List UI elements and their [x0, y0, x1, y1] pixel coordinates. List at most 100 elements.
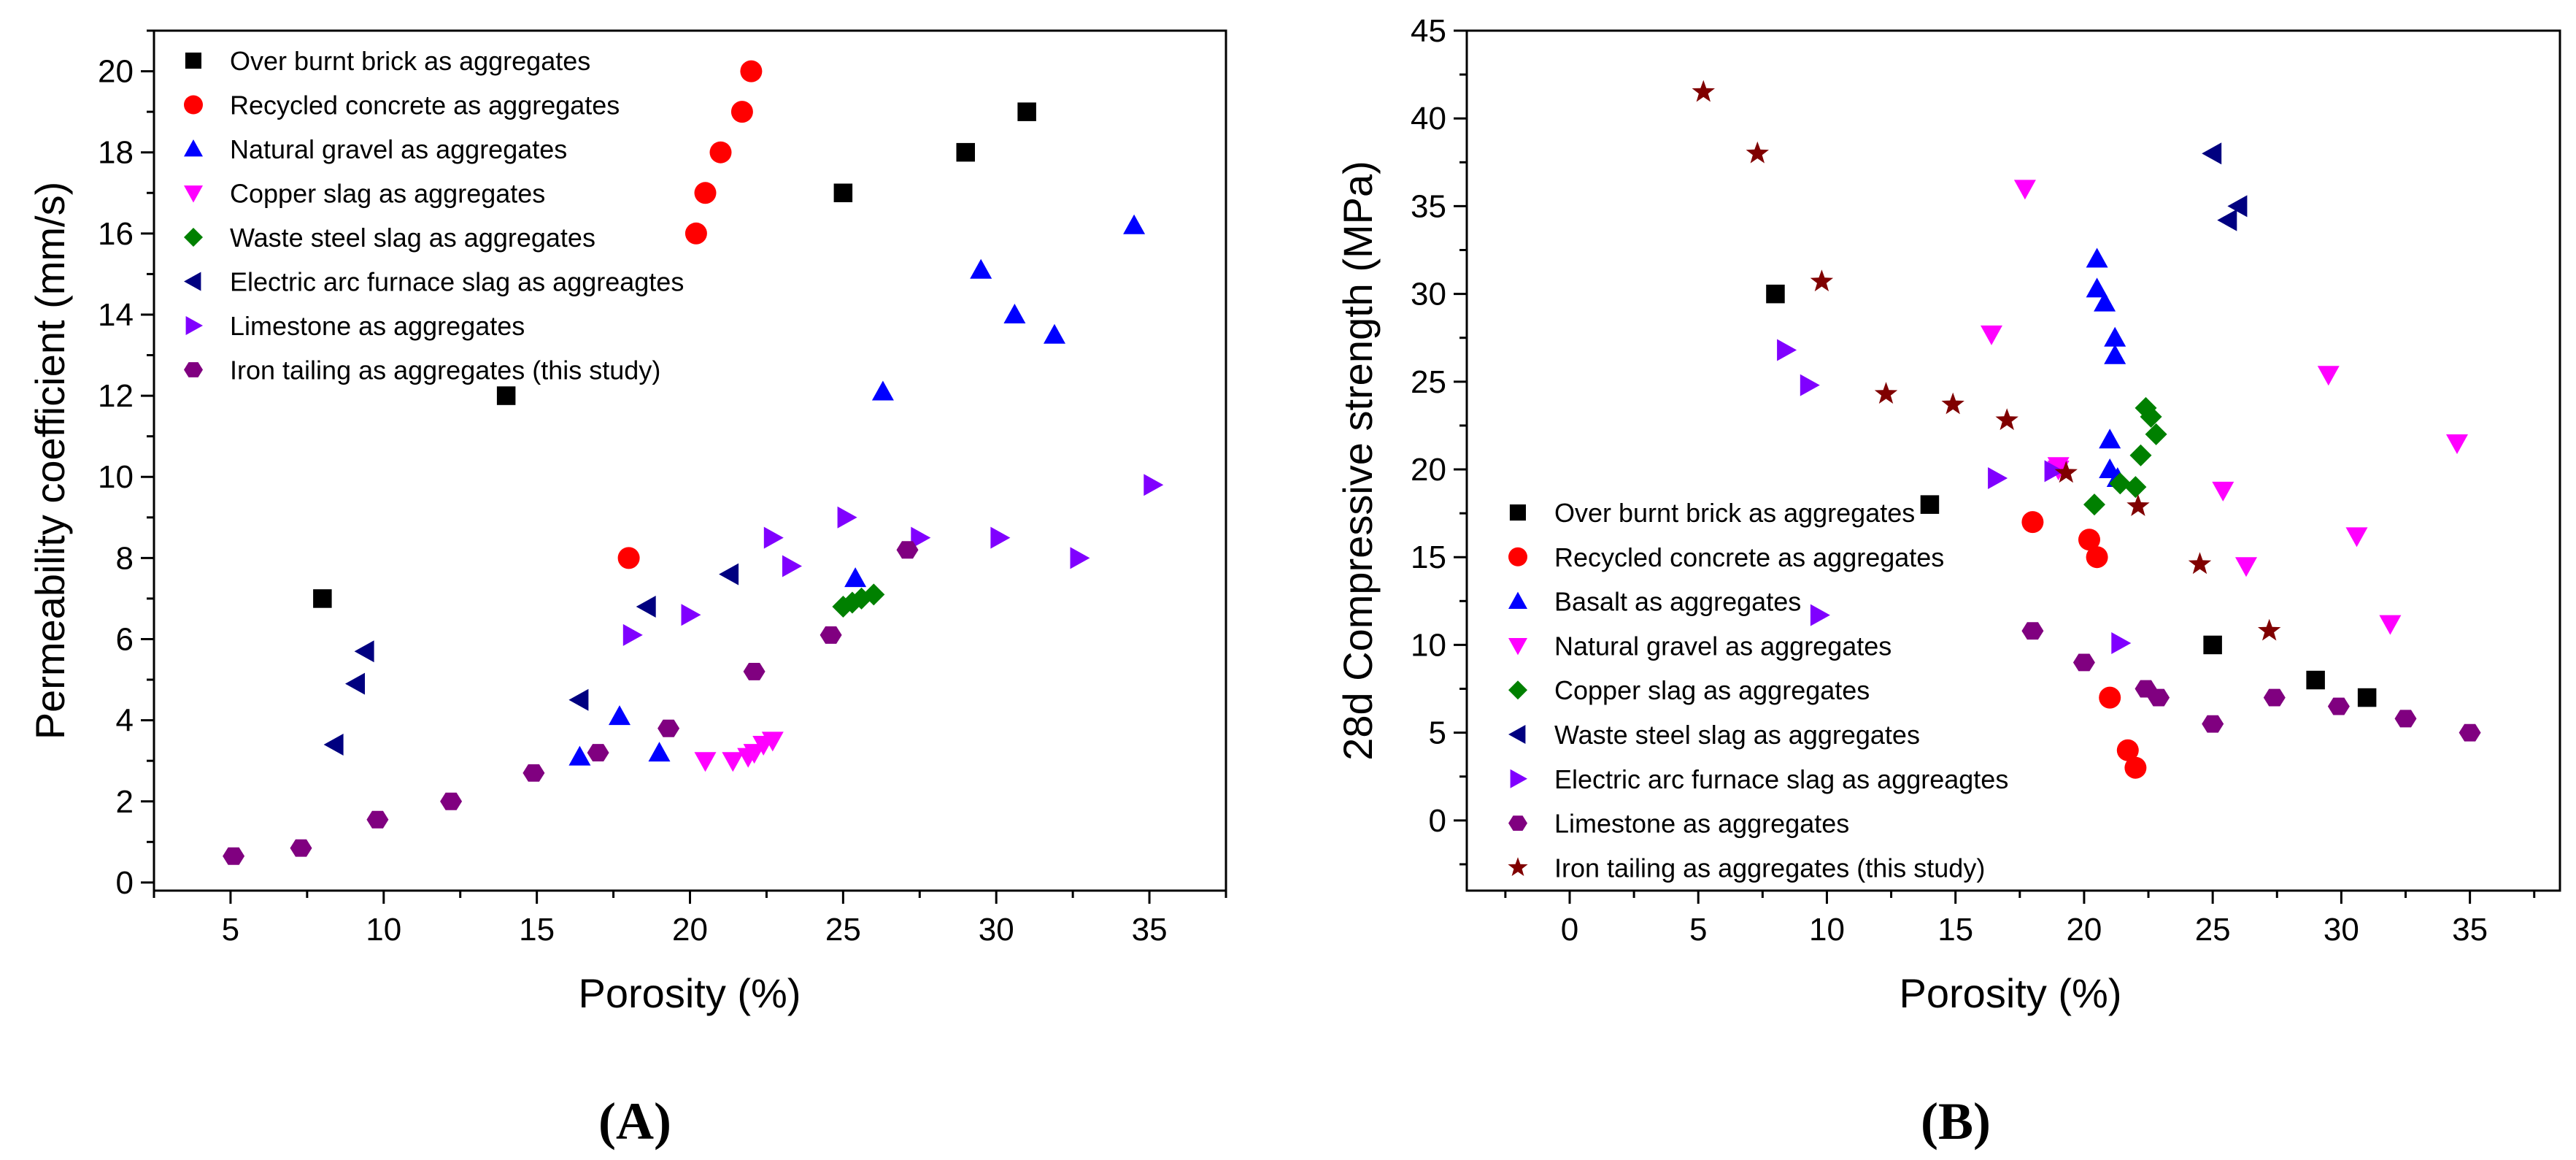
x-tick-label-a: 10: [366, 912, 401, 948]
x-tick-label-b: 30: [2324, 912, 2359, 948]
data-marks-a: [223, 60, 1164, 865]
data-point-copper-slag-as-aggregates: [2083, 493, 2105, 516]
data-point-over-burnt-brick-as-aggregates: [1766, 284, 1785, 304]
data-point-electric-arc-furnace-slag-as-aggreagtes: [719, 563, 739, 585]
data-point-over-burnt-brick-as-aggregates: [313, 589, 332, 608]
legend-label-waste-steel-slag-as-aggregates: Waste steel slag as aggregates: [1554, 720, 1920, 750]
data-point-iron-tailing-as-aggregates-this-study: [896, 541, 919, 559]
y-tick-label-b: 15: [1411, 539, 1446, 575]
data-point-natural-gravel-as-aggregates: [1123, 214, 1146, 234]
data-point-iron-tailing-as-aggregates-this-study: [2258, 618, 2281, 641]
x-tick-label-a: 30: [979, 912, 1014, 948]
data-point-recycled-concrete-as-aggregates: [2078, 529, 2100, 551]
data-point-limestone-as-aggregates: [622, 623, 643, 646]
data-point-copper-slag-as-aggregates: [2129, 444, 2152, 466]
data-point-electric-arc-furnace-slag-as-aggreagtes: [2044, 460, 2064, 483]
y-tick-label-a: 8: [116, 540, 134, 576]
legend-marker-recycled-concrete-as-aggregates: [184, 95, 203, 115]
data-point-recycled-concrete-as-aggregates: [694, 182, 717, 204]
data-point-natural-gravel-as-aggregates: [2212, 481, 2234, 502]
x-tick-label-a: 5: [222, 912, 239, 948]
data-point-recycled-concrete-as-aggregates: [709, 141, 732, 164]
data-point-limestone-as-aggregates: [990, 526, 1011, 549]
data-point-limestone-as-aggregates: [2459, 723, 2481, 742]
data-point-limestone-as-aggregates: [2263, 688, 2286, 707]
legend-marker-limestone-as-aggregates: [185, 316, 203, 335]
data-point-over-burnt-brick-as-aggregates: [956, 142, 975, 162]
x-tick-label-b: 25: [2195, 912, 2231, 948]
legend-marker-electric-arc-furnace-slag-as-aggreagtes: [184, 272, 201, 291]
legend-marker-natural-gravel-as-aggregates: [184, 139, 203, 157]
legend-label-copper-slag-as-aggregates: Copper slag as aggregates: [1554, 675, 1870, 705]
panel-label-a: (A): [598, 1092, 671, 1151]
data-point-basalt-as-aggregates: [2104, 344, 2126, 364]
data-point-recycled-concrete-as-aggregates: [685, 222, 707, 245]
data-point-electric-arc-furnace-slag-as-aggreagtes: [1988, 467, 2008, 489]
data-point-waste-steel-slag-as-aggregates: [863, 583, 885, 606]
data-point-over-burnt-brick-as-aggregates: [2203, 635, 2222, 655]
x-tick-label-a: 25: [825, 912, 861, 948]
data-point-limestone-as-aggregates: [2148, 688, 2170, 707]
data-point-natural-gravel-as-aggregates: [648, 742, 671, 762]
y-tick-label-a: 4: [116, 703, 134, 739]
legend-b: Over burnt brick as aggregates Recycled c…: [1508, 498, 2008, 883]
data-point-limestone-as-aggregates: [2202, 715, 2224, 733]
data-point-natural-gravel-as-aggregates: [970, 258, 992, 279]
data-point-copper-slag-as-aggregates: [743, 744, 766, 764]
data-point-over-burnt-brick-as-aggregates: [1017, 102, 1036, 121]
axis-ticks-a: 5 10 15 20 25 30 35 0 2 4 6 8 10 12 14 16 18 20: [98, 29, 1227, 948]
legend-marker-natural-gravel-as-aggregates: [1508, 638, 1527, 656]
legend-marker-waste-steel-slag-as-aggregates: [184, 228, 203, 247]
legend-label-over-burnt-brick-as-aggregates: Over burnt brick as aggregates: [230, 46, 590, 76]
legend-marker-over-burnt-brick-as-aggregates: [185, 53, 201, 69]
data-point-limestone-as-aggregates: [2021, 622, 2044, 640]
legend-label-iron-tailing-as-aggregates-this-study: Iron tailing as aggregates (this study): [1554, 853, 1985, 883]
legend-marker-recycled-concrete-as-aggregates: [1508, 547, 1527, 566]
y-tick-label-a: 20: [98, 54, 134, 90]
data-point-limestone-as-aggregates: [782, 555, 802, 577]
data-point-copper-slag-as-aggregates: [2145, 423, 2167, 445]
data-point-iron-tailing-as-aggregates-this-study: [440, 792, 463, 810]
data-point-electric-arc-furnace-slag-as-aggreagtes: [568, 688, 589, 711]
data-point-iron-tailing-as-aggregates-this-study: [2188, 552, 2212, 575]
legend-label-limestone-as-aggregates: Limestone as aggregates: [1554, 809, 1849, 839]
data-point-limestone-as-aggregates: [2072, 653, 2095, 672]
data-point-over-burnt-brick-as-aggregates: [833, 183, 853, 202]
data-point-recycled-concrete-as-aggregates: [730, 101, 753, 123]
data-point-basalt-as-aggregates: [2086, 277, 2108, 298]
legend-marker-iron-tailing-as-aggregates-this-study: [1508, 857, 1528, 876]
legend-label-electric-arc-furnace-slag-as-aggreagtes: Electric arc furnace slag as aggreagtes: [1554, 764, 2008, 794]
data-point-copper-slag-as-aggregates: [2140, 405, 2162, 428]
data-point-iron-tailing-as-aggregates-this-study: [1746, 141, 1769, 164]
data-point-limestone-as-aggregates: [763, 526, 784, 549]
chart-panel-a: 5 10 15 20 25 30 35 0 2 4 6 8 10 12 14 16 18 20 Over burn…: [27, 29, 1227, 1151]
legend-marker-over-burnt-brick-as-aggregates: [1509, 504, 1526, 521]
data-point-electric-arc-furnace-slag-as-aggreagtes: [345, 672, 365, 695]
legend-marker-iron-tailing-as-aggregates-this-study: [184, 362, 203, 377]
data-point-recycled-concrete-as-aggregates: [2086, 546, 2108, 569]
x-tick-label-b: 20: [2066, 912, 2102, 948]
data-point-natural-gravel-as-aggregates: [2379, 615, 2402, 635]
data-point-natural-gravel-as-aggregates: [609, 705, 630, 726]
data-point-iron-tailing-as-aggregates-this-study: [1810, 269, 1834, 292]
data-point-natural-gravel-as-aggregates: [2235, 557, 2257, 577]
legend-marker-basalt-as-aggregates: [1508, 591, 1527, 609]
data-point-basalt-as-aggregates: [2099, 429, 2121, 449]
data-point-iron-tailing-as-aggregates-this-study: [366, 810, 389, 829]
data-point-limestone-as-aggregates: [2327, 697, 2350, 715]
data-point-natural-gravel-as-aggregates: [844, 567, 867, 588]
legend-marker-electric-arc-furnace-slag-as-aggreagtes: [1510, 769, 1527, 788]
data-point-over-burnt-brick-as-aggregates: [1920, 495, 1940, 514]
y-tick-label-a: 12: [98, 378, 134, 414]
data-point-basalt-as-aggregates: [2094, 291, 2116, 312]
data-point-electric-arc-furnace-slag-as-aggreagtes: [2111, 632, 2132, 654]
data-point-copper-slag-as-aggregates: [722, 752, 744, 772]
data-point-electric-arc-furnace-slag-as-aggreagtes: [354, 640, 374, 663]
legend-label-copper-slag-as-aggregates: Copper slag as aggregates: [230, 179, 545, 209]
data-point-limestone-as-aggregates: [681, 604, 701, 626]
data-point-iron-tailing-as-aggregates-this-study: [290, 839, 312, 857]
data-point-iron-tailing-as-aggregates-this-study: [743, 663, 766, 680]
data-point-over-burnt-brick-as-aggregates: [2357, 688, 2377, 707]
legend-label-waste-steel-slag-as-aggregates: Waste steel slag as aggregates: [230, 223, 595, 253]
